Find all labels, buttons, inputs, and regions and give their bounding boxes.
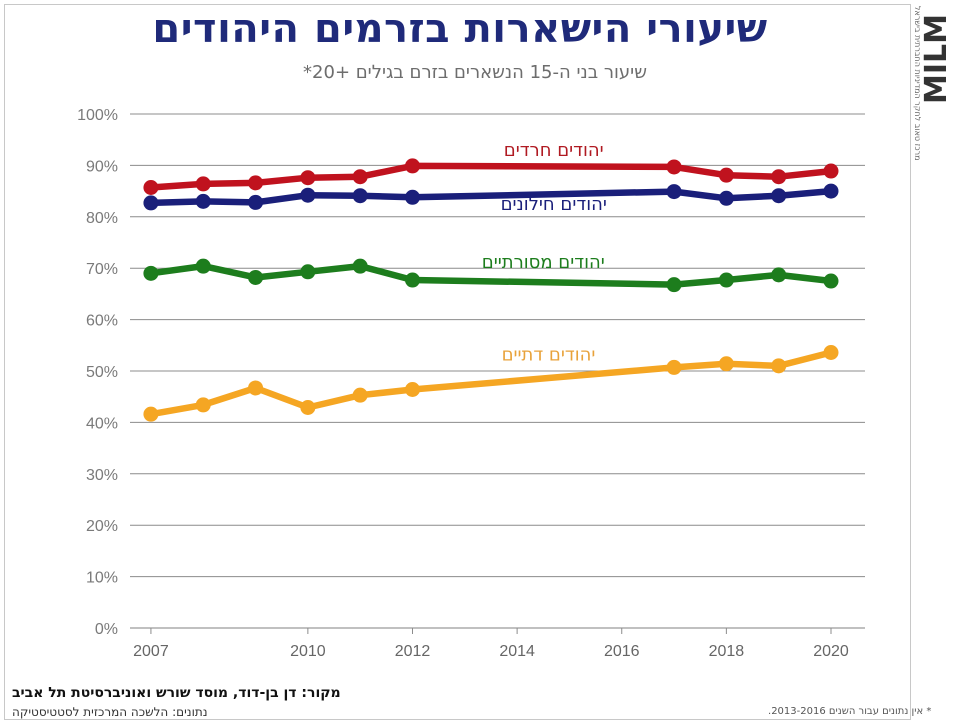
x-tick-label: 2014 — [499, 643, 535, 660]
data-point — [143, 265, 159, 281]
source-credit: מקור: דן בן-דוד, מוסד שורש ואוניברסיטת ת… — [12, 685, 341, 701]
data-point — [718, 190, 734, 206]
series-line — [147, 162, 835, 191]
chart-subtitle: שיעור בני ה-15 הנשארים בזרם בגילים +20* — [303, 62, 647, 83]
logo-subtext: מרכז טאוב לחקר המדיניות החברתית בישראל — [913, 6, 922, 161]
chart-frame — [4, 4, 911, 720]
data-point — [195, 193, 211, 209]
data-point — [352, 258, 368, 274]
data-source: נתונים: הלשכה המרכזית לסטטיסטיקה — [12, 705, 208, 719]
x-tick-label: 2016 — [604, 643, 640, 660]
data-point — [352, 188, 368, 204]
data-point — [352, 169, 368, 185]
series-line — [147, 262, 835, 288]
data-point — [404, 382, 420, 398]
data-point — [404, 272, 420, 288]
x-axis: 2007 2010 2012 2014 2016 2018 2020 — [133, 628, 849, 660]
series-2 — [143, 258, 839, 293]
data-point — [195, 176, 211, 192]
data-point — [404, 189, 420, 205]
data-point — [300, 264, 316, 280]
grid — [130, 113, 865, 629]
y-tick-label: 30% — [86, 467, 118, 484]
data-point — [666, 159, 682, 175]
data-point — [771, 358, 787, 374]
series-0 — [143, 158, 839, 196]
data-point — [300, 187, 316, 203]
y-tick-label: 50% — [86, 364, 118, 381]
series-label: יהודים דתיים — [502, 345, 596, 366]
data-point — [300, 399, 316, 415]
data-point — [823, 163, 839, 179]
data-point — [143, 180, 159, 196]
x-tick-label: 2007 — [133, 643, 169, 660]
data-point — [666, 359, 682, 375]
data-point — [143, 406, 159, 422]
data-point — [718, 167, 734, 183]
x-tick-label: 2018 — [709, 643, 745, 660]
data-point — [248, 175, 264, 191]
data-point — [300, 170, 316, 186]
series-label: יהודים חרדים — [504, 140, 604, 161]
x-tick-label: 2020 — [813, 643, 849, 660]
series-line — [147, 349, 835, 418]
data-point — [248, 194, 264, 210]
x-tick-label: 2010 — [290, 643, 326, 660]
data-point — [771, 188, 787, 204]
data-point — [718, 356, 734, 372]
data-point — [666, 277, 682, 293]
data-point — [143, 195, 159, 211]
series-1 — [143, 183, 839, 211]
data-point — [771, 169, 787, 185]
data-point — [718, 272, 734, 288]
x-tick-label: 2012 — [395, 643, 431, 660]
data-point — [771, 267, 787, 283]
data-point — [248, 269, 264, 285]
series-label: יהודים חילונים — [501, 194, 607, 215]
y-tick-label: 100% — [77, 107, 118, 124]
data-point — [666, 184, 682, 200]
chart-title: שיעורי הישארות בזרמים היהודים — [152, 6, 768, 52]
y-axis: 0% 10% 20% 30% 40% 50% 60% 70% 80% 90% 100% — [77, 107, 118, 638]
data-point — [352, 387, 368, 403]
data-point — [823, 183, 839, 199]
data-point — [195, 258, 211, 274]
data-point — [823, 344, 839, 360]
series-3 — [143, 344, 839, 422]
y-tick-label: 20% — [86, 518, 118, 535]
data-point — [195, 397, 211, 413]
series-layer — [143, 158, 839, 422]
series-label: יהודים מסורתיים — [482, 252, 605, 273]
y-tick-label: 90% — [86, 158, 118, 175]
data-point — [248, 380, 264, 396]
series-line — [147, 187, 835, 207]
y-tick-label: 0% — [95, 621, 118, 638]
y-tick-label: 10% — [86, 570, 118, 587]
y-tick-label: 60% — [86, 313, 118, 330]
data-point — [404, 158, 420, 174]
y-tick-label: 40% — [86, 415, 118, 432]
footnote: * אין נתונים עבור השנים 2013-2016. — [768, 706, 932, 717]
series-labels: יהודים חרדים יהודים חילונים יהודים מסורתיי… — [482, 140, 607, 366]
y-tick-label: 80% — [86, 210, 118, 227]
data-point — [823, 273, 839, 289]
y-tick-label: 70% — [86, 261, 118, 278]
